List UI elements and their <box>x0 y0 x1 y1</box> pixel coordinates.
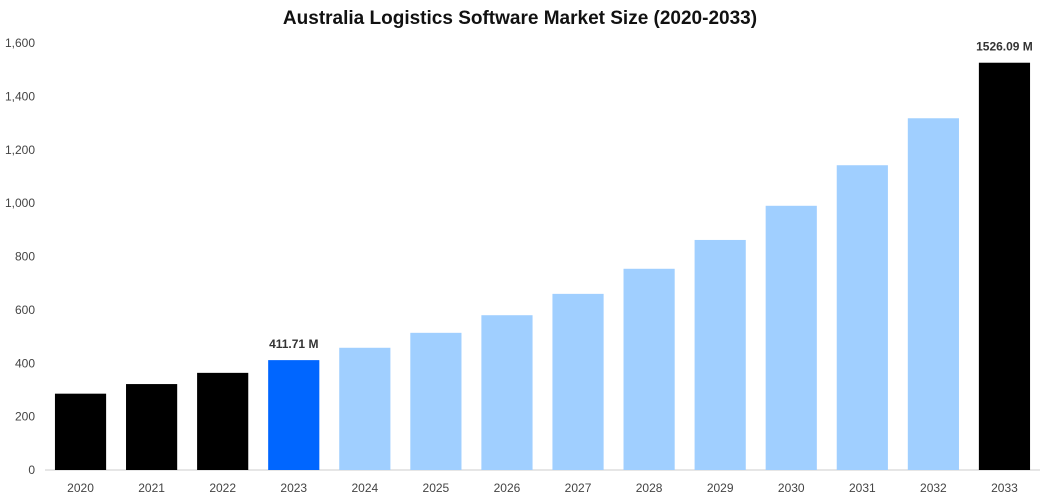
bars-group <box>54 62 1031 470</box>
bar-2025 <box>410 332 462 470</box>
bar-2021 <box>126 384 178 470</box>
x-tick-label: 2031 <box>849 481 876 495</box>
bar-2032 <box>907 118 959 470</box>
bar-2020 <box>54 393 107 470</box>
bar-2023 <box>268 360 320 470</box>
chart-title: Australia Logistics Software Market Size… <box>282 8 758 29</box>
x-tick-label: 2021 <box>138 481 165 495</box>
x-tick-label: 2026 <box>494 481 521 495</box>
y-tick-label: 200 <box>15 410 35 424</box>
data-label: 1526.09 M <box>976 40 1033 54</box>
x-tick-label: 2022 <box>209 481 236 495</box>
x-axis: 2020 2021 2022 2023 2024 2025 2026 2027 2028 2029… <box>45 469 1040 495</box>
bar-2026 <box>481 315 533 470</box>
bar-2024 <box>339 347 391 470</box>
data-labels-group: 411.71 M 1526.09 M <box>269 40 1033 351</box>
y-tick-label: 1,200 <box>5 143 35 157</box>
x-tick-label: 2025 <box>423 481 450 495</box>
x-tick-label: 2029 <box>707 481 734 495</box>
y-tick-label: 1,000 <box>5 196 35 210</box>
x-tick-label: 2023 <box>280 481 307 495</box>
x-tick-label: 2020 <box>67 481 94 495</box>
bar-2033 <box>978 62 1031 470</box>
bar-2022 <box>197 372 249 470</box>
y-tick-label: 600 <box>15 303 35 317</box>
x-tick-label: 2033 <box>991 481 1018 495</box>
y-tick-label: 0 <box>28 463 35 477</box>
y-tick-label: 400 <box>15 356 35 370</box>
y-tick-label: 1,400 <box>5 89 35 103</box>
bar-2027 <box>552 293 604 470</box>
y-axis: 0 200 400 600 800 1,000 1,200 1,400 1,600 <box>5 36 35 477</box>
bar-2030 <box>765 205 817 470</box>
x-tick-label: 2024 <box>351 481 378 495</box>
bar-2031 <box>836 165 888 470</box>
x-tick-label: 2032 <box>920 481 947 495</box>
bar-2028 <box>623 268 675 470</box>
bar-2029 <box>694 239 746 470</box>
x-tick-label: 2030 <box>778 481 805 495</box>
x-tick-label: 2028 <box>636 481 663 495</box>
data-label: 411.71 M <box>269 337 318 351</box>
y-tick-label: 1,600 <box>5 36 35 50</box>
y-tick-label: 800 <box>15 250 35 264</box>
x-tick-label: 2027 <box>565 481 592 495</box>
